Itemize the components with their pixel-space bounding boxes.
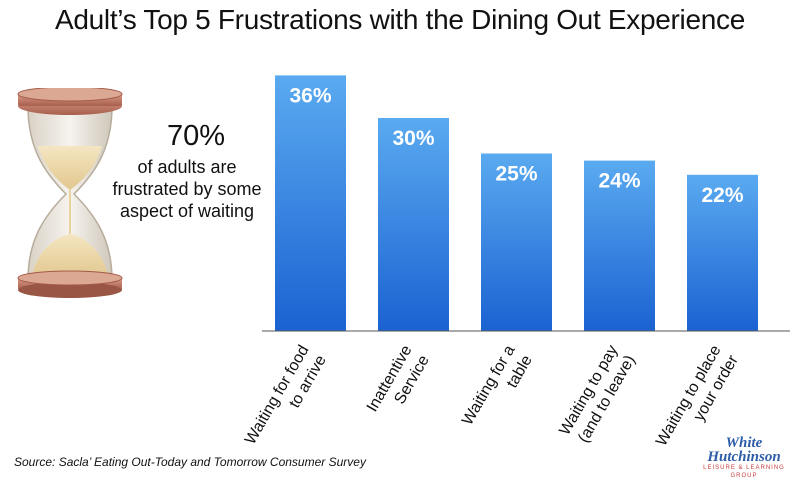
bar-5 — [687, 174, 758, 331]
bar-1 — [275, 75, 346, 332]
chart-title: Adult’s Top 5 Frustrations with the Dini… — [54, 4, 745, 35]
bar-2 — [378, 118, 449, 331]
hourglass-icon — [17, 88, 123, 298]
data-label-1: 36% — [289, 84, 331, 107]
data-label-2: 30% — [392, 127, 434, 150]
logo-line-3: LEISURE & LEARNING GROUP — [703, 465, 785, 479]
source-note: Source: Sacla’ Eating Out-Today and Tomo… — [14, 455, 366, 469]
callout-text: of adults are frustrated by some aspect … — [112, 157, 262, 221]
logo-line-1: White — [725, 435, 763, 451]
callout-value: 70% — [166, 120, 226, 152]
data-label-3: 25% — [495, 163, 537, 186]
category-label-4: Waiting to pay(and to leave) — [556, 343, 638, 446]
bar-3 — [481, 153, 552, 331]
data-label-4: 24% — [598, 170, 640, 193]
logo-line-2: Hutchinson — [707, 449, 781, 465]
bar-4 — [584, 160, 655, 331]
data-label-5: 22% — [701, 184, 743, 207]
company-logo: White Hutchinson LEISURE & LEARNING GROU… — [694, 436, 794, 480]
